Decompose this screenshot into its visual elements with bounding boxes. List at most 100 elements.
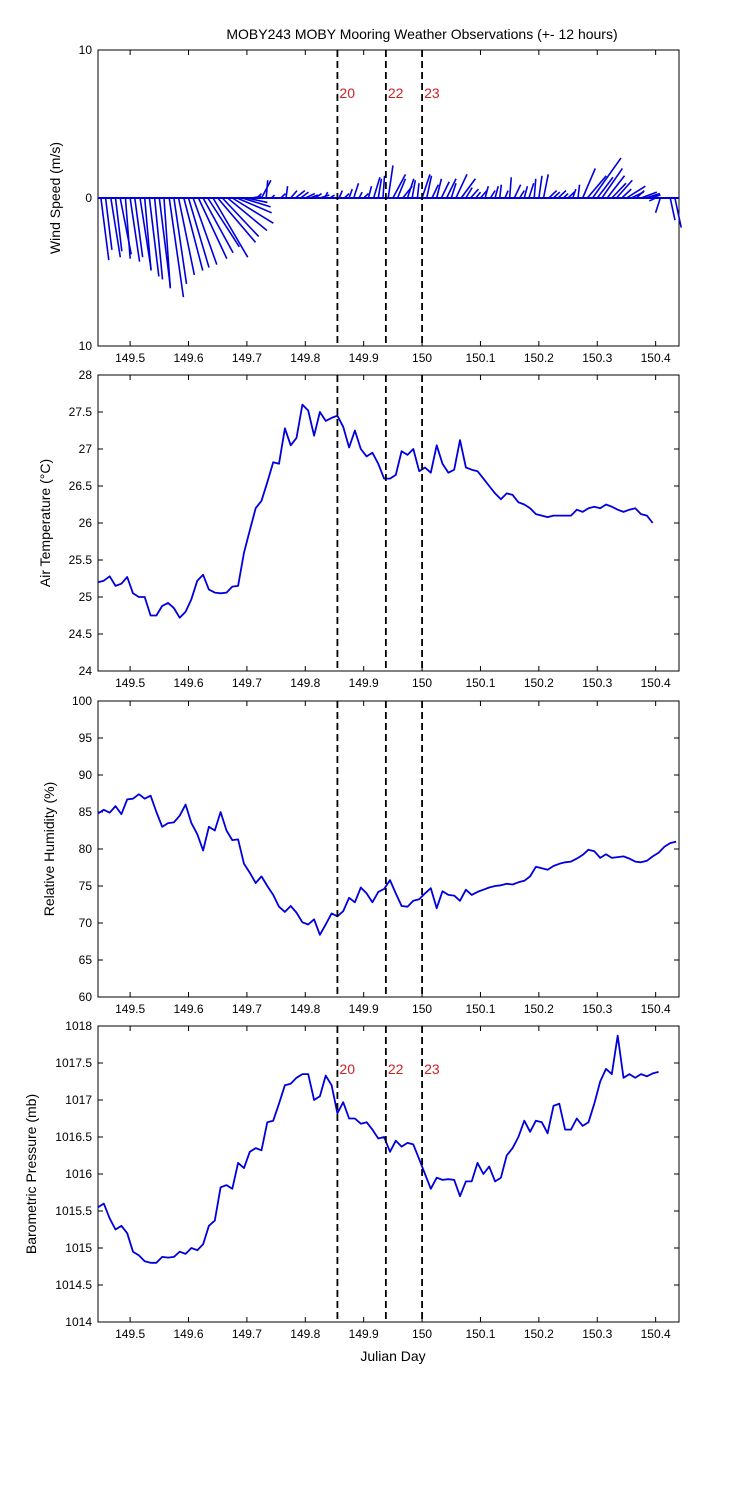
x-tick-label: 150 [412, 1002, 432, 1016]
wind-vector [343, 192, 350, 199]
x-tick-label: 149.9 [349, 351, 379, 365]
wind-vector [285, 186, 289, 199]
wind-vector [489, 190, 496, 199]
wind-vector [542, 174, 550, 199]
wind-vector [396, 178, 407, 199]
time-marker-label: 22 [388, 85, 404, 101]
wind-vector [406, 178, 415, 199]
wind-vector [469, 188, 480, 199]
x-tick-label: 150.1 [465, 676, 495, 690]
wind-vector [475, 191, 482, 199]
y-tick-label: 1018 [65, 1019, 92, 1033]
wind-vector [504, 190, 509, 199]
wind-vector [197, 197, 228, 260]
x-tick-label: 149.9 [349, 676, 379, 690]
y-tick-label: 95 [79, 731, 93, 745]
wind-vector [615, 179, 633, 199]
wind-vector [241, 197, 271, 208]
wind-vector [352, 182, 360, 199]
y-tick-label: 27.5 [69, 405, 93, 419]
wind-vector [207, 197, 240, 248]
x-tick-label: 150.4 [641, 351, 671, 365]
x-tick-label: 149.5 [115, 1327, 145, 1341]
y-tick-label: 0 [85, 191, 92, 205]
x-tick-label: 149.5 [115, 1002, 145, 1016]
y-axis-title: Relative Humidity (%) [41, 782, 57, 917]
wind-vector [557, 190, 567, 199]
wind-vector [192, 197, 218, 265]
y-tick-label: 10 [79, 43, 93, 57]
y-tick-label: 85 [79, 805, 93, 819]
wind-vector [300, 191, 309, 199]
x-tick-label: 150.2 [524, 1327, 554, 1341]
x-tick-label: 149.6 [173, 676, 203, 690]
wind-vector [425, 175, 433, 199]
wind-vector [143, 197, 152, 271]
wind-vector [533, 178, 537, 199]
time-marker-label: 20 [339, 85, 355, 101]
y-tick-label: 1016.5 [55, 1130, 92, 1144]
y-tick-label: 24 [79, 664, 93, 678]
wind-vector [114, 197, 123, 252]
wind-vector [455, 173, 468, 199]
wind-vector [674, 197, 683, 228]
x-tick-label: 149.5 [115, 676, 145, 690]
wind-vector [640, 191, 658, 199]
wind-vector [265, 180, 269, 199]
x-tick-label: 150.3 [582, 351, 612, 365]
y-tick-label: 26.5 [69, 479, 93, 493]
wind-vector [577, 184, 581, 199]
wind-vector [212, 197, 249, 258]
y-tick-label: 28 [79, 368, 93, 382]
x-tick-label: 150 [412, 676, 432, 690]
wind-vector [377, 178, 383, 199]
x-tick-label: 149.7 [232, 1327, 262, 1341]
y-tick-label: 1014 [65, 1315, 92, 1329]
x-tick-label: 150.2 [524, 676, 554, 690]
wind-vector [626, 185, 646, 199]
x-tick-label: 150.2 [524, 351, 554, 365]
wind-vector [309, 194, 319, 199]
wind-vector [187, 197, 210, 268]
y-tick-label: 70 [79, 916, 93, 930]
wind-vector [217, 197, 257, 243]
wind-vector [611, 182, 627, 199]
x-tick-label: 149.7 [232, 1002, 262, 1016]
wind-vector [586, 175, 607, 199]
data-line [97, 403, 654, 619]
wind-vector [348, 188, 353, 199]
wind-vector [367, 185, 373, 199]
wind-vector [294, 189, 306, 199]
wind-vector [173, 197, 188, 284]
wind-vector [416, 183, 420, 199]
wind-vector [645, 192, 661, 199]
y-tick-label: 26 [79, 516, 93, 530]
barometric-pressure-panel: 149.5 149.6 149.7 149.8 149.9 150 150.1 150.2 15… [23, 1019, 680, 1341]
wind-vector [445, 178, 457, 199]
y-tick-label: 27 [79, 442, 93, 456]
figure-title: MOBY243 MOBY Mooring Weather Observation… [226, 26, 617, 42]
y-tick-label: 1016 [65, 1167, 92, 1181]
x-tick-label: 149.8 [290, 351, 320, 365]
y-tick-label: 1017.5 [55, 1056, 92, 1070]
wind-vector [153, 197, 164, 280]
wind-vector [280, 192, 287, 199]
x-tick-label: 150.1 [465, 351, 495, 365]
wind-vector [270, 194, 276, 199]
wind-vector [358, 191, 363, 199]
y-axis-title: Wind Speed (m/s) [47, 142, 63, 254]
wind-vector [323, 191, 329, 199]
wind-vector [518, 190, 525, 199]
wind-vector [236, 197, 272, 214]
x-tick-label: 150.4 [641, 1327, 671, 1341]
x-tick-label: 150.3 [582, 1327, 612, 1341]
plot-frame [97, 700, 680, 998]
y-tick-label: 90 [79, 768, 93, 782]
wind-vector [338, 190, 344, 199]
x-tick-label: 150.4 [641, 1002, 671, 1016]
wind-vector [571, 188, 577, 199]
wind-vector [508, 177, 513, 199]
data-line [97, 1034, 659, 1264]
x-tick-label: 149.9 [349, 1002, 379, 1016]
x-tick-label: 150 [412, 1327, 432, 1341]
